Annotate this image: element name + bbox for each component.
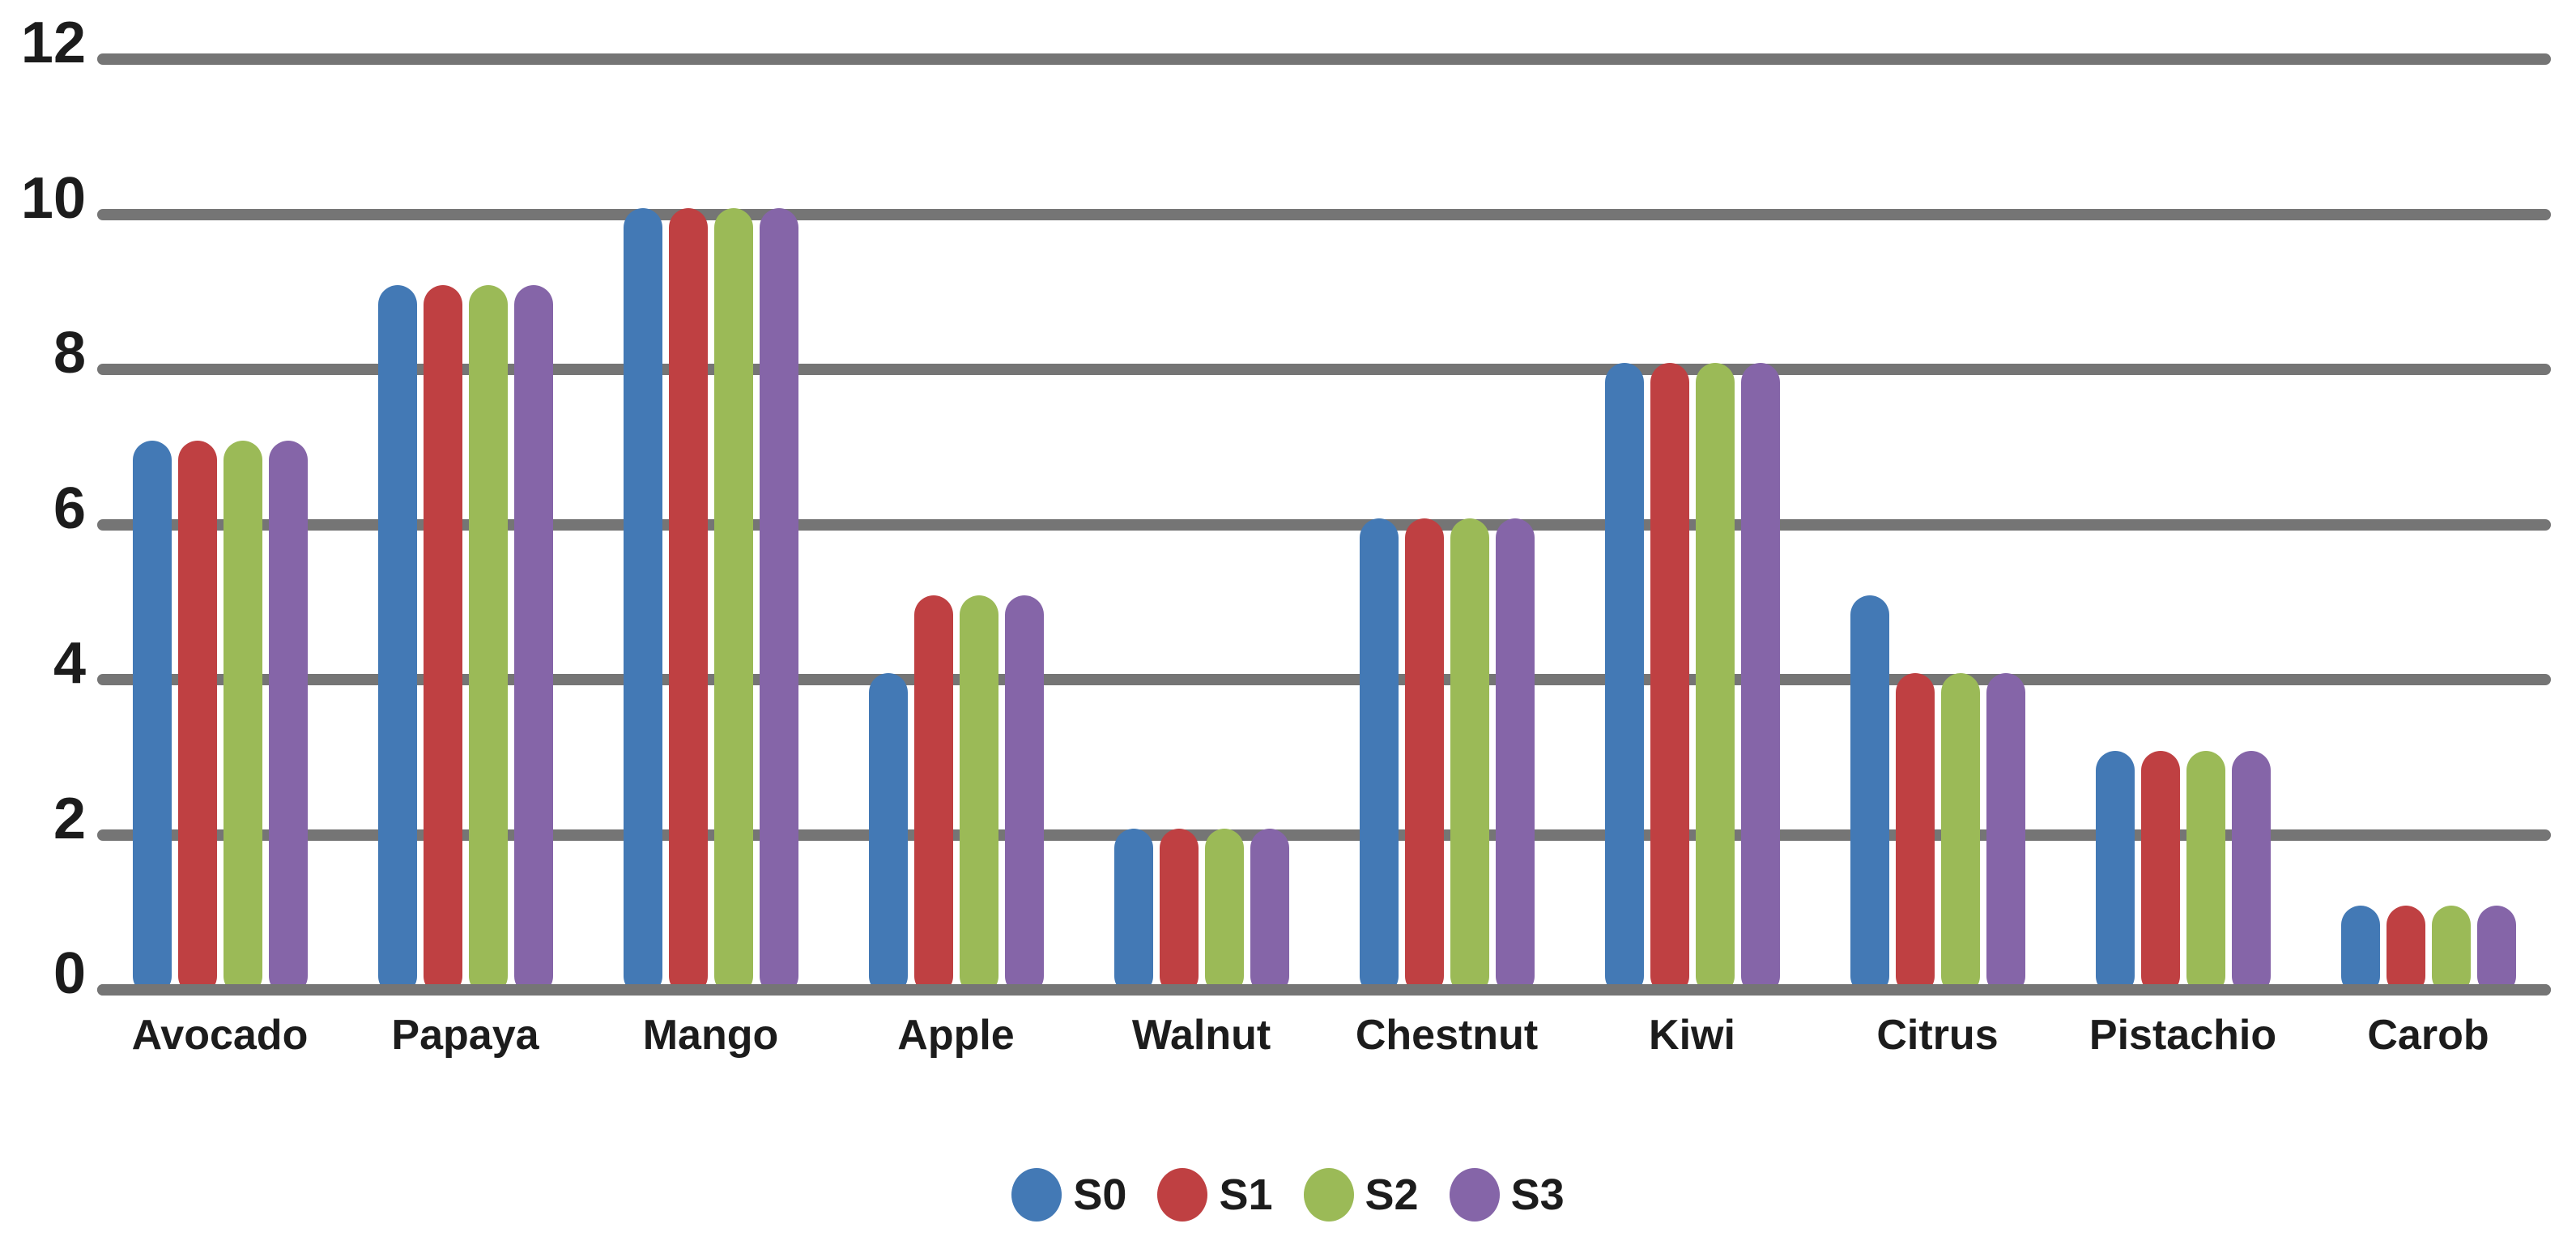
bar-papaya-s2 [468, 285, 508, 996]
bar-papaya-s3 [513, 285, 553, 996]
bar-avocado-s2 [223, 440, 262, 996]
gridline-y-6 [97, 518, 2551, 531]
x-axis-tick-label: Walnut [1131, 1012, 1271, 1059]
x-axis-tick-label: Kiwi [1649, 1012, 1735, 1059]
bar-walnut-s2 [1204, 828, 1244, 996]
gridline-y-8 [97, 364, 2551, 375]
chart-legend: S0 S1 S2 S3 [0, 1158, 2576, 1231]
bar-pistachio-s1 [2140, 750, 2180, 996]
legend-item-s0: S0 [1011, 1168, 1126, 1222]
bar-carob-s2 [2431, 906, 2471, 996]
bar-chestnut-s1 [1404, 518, 1444, 996]
x-axis-tick-label: Chestnut [1355, 1012, 1539, 1059]
bar-chestnut-s2 [1450, 518, 1489, 996]
bar-walnut-s1 [1159, 828, 1199, 996]
legend-circle-icon [1303, 1168, 1354, 1222]
bar-carob-s0 [2340, 906, 2380, 996]
y-axis-tick-label: 6 [53, 475, 86, 541]
legend-circle-icon [1449, 1168, 1500, 1222]
legend-label: S1 [1219, 1170, 1273, 1219]
bar-pistachio-s2 [2186, 750, 2225, 996]
x-axis-tick-label: Carob [2367, 1012, 2489, 1059]
y-axis-tick-label: 4 [53, 631, 86, 696]
bar-walnut-s0 [1113, 828, 1153, 996]
bar-pistachio-s0 [2095, 750, 2135, 996]
x-axis-tick-label: Citrus [1876, 1012, 1999, 1059]
legend-label: S0 [1073, 1170, 1127, 1219]
bar-kiwi-s1 [1650, 363, 1689, 996]
bar-avocado-s0 [132, 440, 172, 996]
legend-item-s3: S3 [1449, 1168, 1565, 1222]
gridline-y-10 [97, 208, 2551, 220]
y-axis-tick-label: 10 [20, 165, 86, 231]
bar-apple-s1 [913, 595, 953, 996]
bar-chestnut-s3 [1495, 518, 1535, 996]
y-axis-tick-label: 12 [20, 11, 86, 75]
bar-kiwi-s3 [1740, 363, 1780, 996]
legend-item-s1: S1 [1157, 1168, 1273, 1222]
x-axis-tick-label: Avocado [131, 1012, 309, 1059]
legend-circle-icon [1011, 1168, 1062, 1222]
gridline-y-12 [97, 53, 2551, 65]
x-axis-tick-label: Mango [642, 1012, 779, 1059]
bar-mango-s3 [759, 207, 798, 996]
y-axis-tick-label: 0 [53, 941, 86, 1006]
bar-mango-s1 [668, 207, 708, 996]
bar-mango-s0 [623, 207, 662, 996]
y-axis-tick-label: 2 [53, 786, 86, 851]
x-axis-baseline [97, 984, 2551, 996]
bar-carob-s3 [2476, 906, 2516, 996]
bar-citrus-s3 [1986, 673, 2025, 996]
gridline-y-2 [97, 829, 2551, 841]
bar-apple-s3 [1004, 595, 1044, 996]
bar-papaya-s1 [423, 285, 462, 996]
bar-citrus-s1 [1895, 673, 1935, 996]
y-axis-tick-label: 8 [53, 321, 86, 386]
bar-mango-s2 [713, 207, 753, 996]
legend-label: S2 [1365, 1170, 1419, 1219]
bar-apple-s2 [959, 595, 998, 996]
x-axis-tick-label: Apple [897, 1012, 1015, 1059]
gridline-y-4 [97, 674, 2551, 685]
legend-circle-icon [1157, 1168, 1208, 1222]
bar-papaya-s0 [377, 285, 417, 996]
legend-item-s2: S2 [1303, 1168, 1419, 1222]
x-axis-tick-label: Papaya [391, 1012, 539, 1059]
bar-walnut-s3 [1250, 828, 1289, 996]
bar-kiwi-s0 [1604, 363, 1644, 996]
legend-label: S3 [1510, 1170, 1565, 1219]
bar-apple-s0 [868, 673, 908, 996]
bar-avocado-s3 [268, 440, 308, 996]
bar-citrus-s2 [1940, 673, 1980, 996]
bar-pistachio-s3 [2231, 750, 2271, 996]
bar-avocado-s1 [177, 440, 217, 996]
bar-kiwi-s2 [1695, 363, 1735, 996]
bar-carob-s1 [2386, 906, 2425, 996]
bar-citrus-s0 [1850, 595, 1889, 996]
bar-chestnut-s0 [1359, 518, 1399, 996]
x-axis-tick-label: Pistachio [2088, 1012, 2277, 1059]
